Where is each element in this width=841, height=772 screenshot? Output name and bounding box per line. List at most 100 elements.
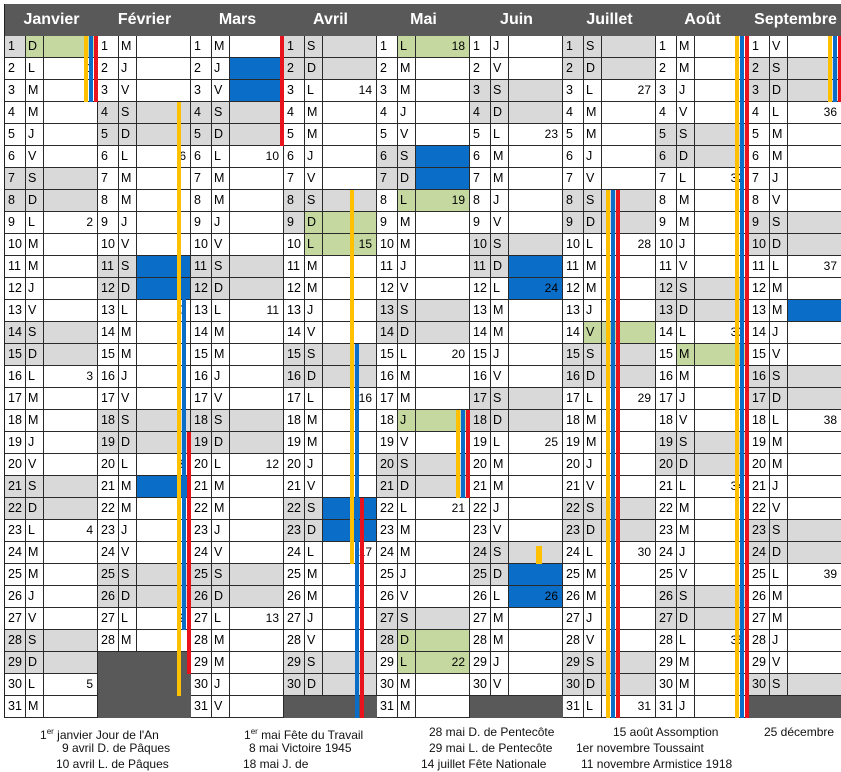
septembre-day-number-28: 28 [749,630,770,652]
juillet-day-number-3: 3 [563,80,584,102]
janvier-day-number-24: 24 [5,542,26,564]
juin-day-number-26: 26 [470,586,491,608]
septembre-week-number-12 [788,278,841,300]
fevrier-day-letter-11: S [119,256,137,278]
fevrier-day-letter-10: V [119,234,137,256]
mars-day-letter-27: L [212,608,230,630]
septembre-day-number-22: 22 [749,498,770,520]
aout-day-number-16: 16 [656,366,677,388]
juin-week-number-12: 24 [509,278,563,300]
septembre-day-letter-27: M [770,608,788,630]
mai-day-letter-17: M [398,388,416,410]
mars-week-number-21 [230,476,284,498]
juin-week-number-21 [509,476,563,498]
janvier-day-number-5: 5 [5,124,26,146]
mars-day-letter-8: M [212,190,230,212]
janvier-day-number-22: 22 [5,498,26,520]
janvier-day-letter-14: S [26,322,44,344]
holiday-l-paques: 10 avril L. de Pâques [56,757,169,771]
mars-week-number-7 [230,168,284,190]
fevrier-day-number-11: 11 [98,256,119,278]
janvier-day-number-15: 15 [5,344,26,366]
septembre-day-letter-25: L [770,564,788,586]
fevrier-day-letter-14: M [119,322,137,344]
mars-week-number-10 [230,234,284,256]
juin-week-number-28 [509,630,563,652]
septembre-day-number-13: 13 [749,300,770,322]
aout-day-letter-3: J [677,80,695,102]
aout-day-letter-25: V [677,564,695,586]
juillet-week-number-19 [602,432,656,454]
septembre-week-number-19 [788,432,841,454]
janvier-day-number-20: 20 [5,454,26,476]
mars-day-number-11: 11 [191,256,212,278]
mars-day-number-27: 27 [191,608,212,630]
aout-day-letter-28: L [677,630,695,652]
month-header-avril: Avril [284,4,377,36]
septembre-day-letter-13: M [770,300,788,322]
juillet-day-letter-25: M [584,564,602,586]
avril-day-letter-14: V [305,322,323,344]
janvier-day-number-27: 27 [5,608,26,630]
mai-day-letter-19: V [398,432,416,454]
fevrier-day-number-5: 5 [98,124,119,146]
janvier-week-number-17 [44,388,98,410]
juin-day-number-3: 3 [470,80,491,102]
juillet-day-letter-12: M [584,278,602,300]
mai-day-letter-26: V [398,586,416,608]
janvier-week-number-4 [44,102,98,124]
juillet-day-number-16: 16 [563,366,584,388]
avril-day-number-10: 10 [284,234,305,256]
mai-day-number-17: 17 [377,388,398,410]
juin-day-number-11: 11 [470,256,491,278]
mai-week-number-15: 20 [416,344,470,366]
mai-day-number-30: 30 [377,674,398,696]
juin-day-letter-2: V [491,58,509,80]
aout-day-letter-2: M [677,58,695,80]
mars-week-number-4 [230,102,284,124]
septembre-day-number-20: 20 [749,454,770,476]
avril-day-letter-22: S [305,498,323,520]
fevrier-day-letter-19: D [119,432,137,454]
aout-day-letter-26: S [677,586,695,608]
juillet-day-letter-7: V [584,168,602,190]
mars-day-number-4: 4 [191,102,212,124]
holiday-fete-nationale: 14 juillet Fête Nationale [421,757,547,771]
juin-day-number-7: 7 [470,168,491,190]
septembre-week-number-23 [788,520,841,542]
mars-week-number-31 [230,696,284,718]
septembre-day-letter-10: D [770,234,788,256]
septembre-day-letter-24: D [770,542,788,564]
mai-week-number-8: 19 [416,190,470,212]
mars-week-number-1 [230,36,284,58]
janvier-week-number-30: 5 [44,674,98,696]
juin-week-number-11 [509,256,563,278]
juillet-day-letter-2: D [584,58,602,80]
juin-week-number-14 [509,322,563,344]
aout-day-number-20: 20 [656,454,677,476]
aout-day-number-1: 1 [656,36,677,58]
janvier-day-letter-6: V [26,146,44,168]
janvier-week-number-16: 3 [44,366,98,388]
mai-day-number-24: 24 [377,542,398,564]
septembre-day-number-3: 3 [749,80,770,102]
mars-day-letter-30: J [212,674,230,696]
janvier-day-letter-2: L [26,58,44,80]
fevrier-day-number-17: 17 [98,388,119,410]
fevrier-day-number-12: 12 [98,278,119,300]
septembre-week-number-20 [788,454,841,476]
janvier-day-letter-26: J [26,586,44,608]
avril-day-letter-16: D [305,366,323,388]
juillet-day-number-27: 27 [563,608,584,630]
fevrier-day-number-28: 28 [98,630,119,652]
juillet-day-number-12: 12 [563,278,584,300]
fevrier-day-letter-25: S [119,564,137,586]
aout-day-letter-8: M [677,190,695,212]
mars-day-letter-6: L [212,146,230,168]
avril-week-number-5 [323,124,377,146]
aout-day-number-13: 13 [656,300,677,322]
avril-week-number-26 [323,586,377,608]
month-header-juillet: Juillet [563,4,656,36]
juillet-day-number-7: 7 [563,168,584,190]
septembre-day-number-27: 27 [749,608,770,630]
